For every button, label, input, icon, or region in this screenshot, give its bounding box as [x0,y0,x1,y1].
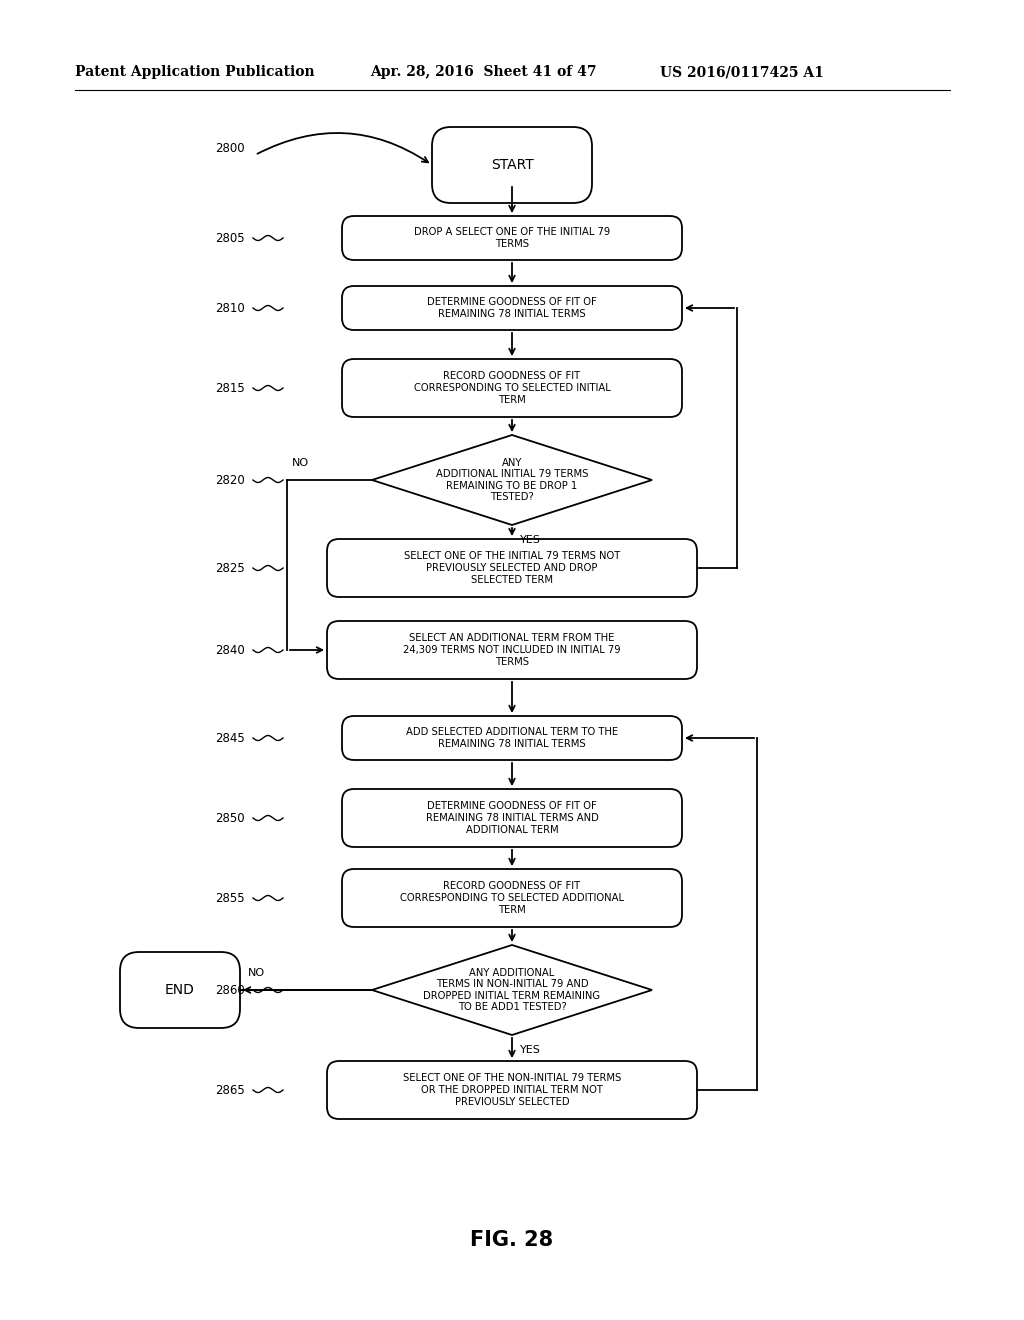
Text: RECORD GOODNESS OF FIT
CORRESPONDING TO SELECTED ADDITIONAL
TERM: RECORD GOODNESS OF FIT CORRESPONDING TO … [400,882,624,915]
Text: 2820: 2820 [215,474,245,487]
Text: ADD SELECTED ADDITIONAL TERM TO THE
REMAINING 78 INITIAL TERMS: ADD SELECTED ADDITIONAL TERM TO THE REMA… [406,727,618,748]
Text: 2865: 2865 [215,1084,245,1097]
Text: START: START [490,158,534,172]
FancyBboxPatch shape [342,869,682,927]
Polygon shape [372,436,652,525]
Text: NO: NO [292,458,309,469]
Text: 2840: 2840 [215,644,245,656]
Text: 2850: 2850 [215,812,245,825]
Text: END: END [165,983,195,997]
Text: SELECT ONE OF THE NON-INITIAL 79 TERMS
OR THE DROPPED INITIAL TERM NOT
PREVIOUSL: SELECT ONE OF THE NON-INITIAL 79 TERMS O… [402,1073,622,1106]
Text: 2860: 2860 [215,983,245,997]
FancyBboxPatch shape [342,286,682,330]
Text: Patent Application Publication: Patent Application Publication [75,65,314,79]
Text: YES: YES [520,535,541,545]
FancyBboxPatch shape [342,789,682,847]
FancyBboxPatch shape [327,620,697,678]
Text: YES: YES [520,1045,541,1055]
Text: RECORD GOODNESS OF FIT
CORRESPONDING TO SELECTED INITIAL
TERM: RECORD GOODNESS OF FIT CORRESPONDING TO … [414,371,610,405]
Text: ANY
ADDITIONAL INITIAL 79 TERMS
REMAINING TO BE DROP 1
TESTED?: ANY ADDITIONAL INITIAL 79 TERMS REMAININ… [436,458,588,503]
Text: 2805: 2805 [215,231,245,244]
Text: SELECT AN ADDITIONAL TERM FROM THE
24,309 TERMS NOT INCLUDED IN INITIAL 79
TERMS: SELECT AN ADDITIONAL TERM FROM THE 24,30… [403,634,621,667]
FancyBboxPatch shape [342,216,682,260]
Text: 2855: 2855 [215,891,245,904]
Text: 2815: 2815 [215,381,245,395]
Text: 2810: 2810 [215,301,245,314]
Text: NO: NO [248,968,265,978]
FancyBboxPatch shape [327,1061,697,1119]
Text: 2845: 2845 [215,731,245,744]
FancyBboxPatch shape [432,127,592,203]
Text: DETERMINE GOODNESS OF FIT OF
REMAINING 78 INITIAL TERMS: DETERMINE GOODNESS OF FIT OF REMAINING 7… [427,297,597,319]
Text: 2825: 2825 [215,561,245,574]
Text: FIG. 28: FIG. 28 [470,1230,554,1250]
Text: SELECT ONE OF THE INITIAL 79 TERMS NOT
PREVIOUSLY SELECTED AND DROP
SELECTED TER: SELECT ONE OF THE INITIAL 79 TERMS NOT P… [403,552,621,585]
Text: US 2016/0117425 A1: US 2016/0117425 A1 [660,65,824,79]
Text: 2800: 2800 [215,141,245,154]
FancyBboxPatch shape [342,715,682,760]
FancyBboxPatch shape [120,952,240,1028]
FancyBboxPatch shape [342,359,682,417]
Text: DETERMINE GOODNESS OF FIT OF
REMAINING 78 INITIAL TERMS AND
ADDITIONAL TERM: DETERMINE GOODNESS OF FIT OF REMAINING 7… [426,801,598,834]
Polygon shape [372,945,652,1035]
Text: ANY ADDITIONAL
TERMS IN NON-INITIAL 79 AND
DROPPED INITIAL TERM REMAINING
TO BE : ANY ADDITIONAL TERMS IN NON-INITIAL 79 A… [424,968,600,1012]
FancyBboxPatch shape [327,539,697,597]
Text: DROP A SELECT ONE OF THE INITIAL 79
TERMS: DROP A SELECT ONE OF THE INITIAL 79 TERM… [414,227,610,248]
Text: Apr. 28, 2016  Sheet 41 of 47: Apr. 28, 2016 Sheet 41 of 47 [370,65,597,79]
